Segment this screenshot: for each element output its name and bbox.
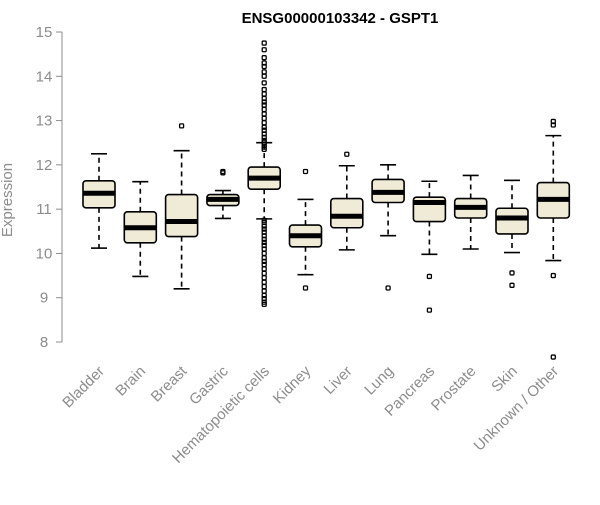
box-group xyxy=(371,164,405,291)
outlier-point xyxy=(261,223,267,229)
outlier-point xyxy=(261,266,267,272)
outlier-point xyxy=(261,288,267,294)
outlier-point xyxy=(385,285,391,291)
box-group xyxy=(288,168,323,291)
box-group xyxy=(329,151,364,251)
outlier-point xyxy=(261,146,267,153)
outlier-point xyxy=(302,285,309,291)
outlier-point xyxy=(261,236,267,242)
outlier-point xyxy=(261,69,267,75)
outlier-point xyxy=(261,106,267,113)
x-tick-label: Breast xyxy=(148,362,191,405)
outlier-point xyxy=(261,258,267,265)
outlier-point xyxy=(261,102,267,108)
outlier-point xyxy=(261,63,267,70)
chart-title: ENSG00000103342 - GSPT1 xyxy=(242,10,439,27)
box-group xyxy=(82,152,116,249)
x-tick-label: Skin xyxy=(488,363,521,396)
box-group xyxy=(164,123,199,290)
box-group xyxy=(206,168,240,220)
outlier-point xyxy=(550,354,556,360)
outlier-point xyxy=(509,282,515,288)
outlier-point xyxy=(178,123,185,129)
outlier-point xyxy=(261,47,267,53)
y-axis: 8 9 10 11 12 13 14 15 xyxy=(36,24,63,351)
outlier-point xyxy=(261,124,267,130)
outlier-point xyxy=(550,122,556,128)
outlier-point xyxy=(344,151,350,157)
box-group xyxy=(247,40,281,308)
outlier-point xyxy=(261,55,267,61)
outlier-point xyxy=(261,239,267,246)
y-axis-label: Expression xyxy=(0,163,16,237)
y-tick-label: 13 xyxy=(36,113,53,130)
outlier-point xyxy=(261,91,267,97)
outlier-point xyxy=(261,279,267,285)
x-tick-label: Brain xyxy=(112,363,149,400)
x-tick-label: Kidney xyxy=(270,362,315,407)
box-iqr xyxy=(164,193,199,238)
box-iqr xyxy=(495,207,529,235)
y-tick-label: 14 xyxy=(36,68,53,85)
y-tick-label: 9 xyxy=(40,290,48,307)
plot-area xyxy=(82,40,571,360)
y-tick-label: 11 xyxy=(36,201,52,218)
y-tick-label: 12 xyxy=(36,157,53,174)
x-tick-label: Liver xyxy=(321,363,356,398)
box-group xyxy=(453,174,488,250)
outlier-point xyxy=(261,301,267,308)
outlier-point xyxy=(261,111,267,117)
x-tick-label: Bladder xyxy=(59,363,108,412)
outlier-point xyxy=(261,270,267,277)
outlier-point xyxy=(261,250,267,257)
outlier-point xyxy=(261,226,267,232)
outlier-point xyxy=(261,99,267,105)
box-group xyxy=(536,118,571,360)
outlier-point xyxy=(426,307,433,313)
x-tick-label: Lung xyxy=(361,363,397,399)
outlier-point xyxy=(261,86,267,93)
outlier-point xyxy=(261,246,267,252)
y-tick-label: 10 xyxy=(36,245,53,262)
outlier-point xyxy=(261,134,267,141)
outlier-point xyxy=(220,168,226,175)
outlier-point xyxy=(302,168,309,175)
outlier-point xyxy=(261,80,267,86)
outlier-point xyxy=(426,273,433,280)
box-group xyxy=(123,180,158,278)
outlier-point xyxy=(261,40,267,46)
box-iqr xyxy=(329,197,364,229)
outlier-point xyxy=(261,261,267,268)
outlier-point xyxy=(261,120,267,126)
box-group xyxy=(412,180,447,313)
outlier-point xyxy=(261,73,267,79)
outlier-point xyxy=(550,272,556,279)
outlier-point xyxy=(261,115,267,122)
box-group xyxy=(495,179,529,288)
outlier-point xyxy=(261,275,267,281)
y-tick-label: 8 xyxy=(40,334,48,351)
outlier-point xyxy=(509,270,515,276)
y-tick-label: 15 xyxy=(36,24,53,41)
outlier-point xyxy=(261,283,267,290)
outlier-point xyxy=(261,292,267,299)
x-tick-label: Prostate xyxy=(428,363,480,415)
